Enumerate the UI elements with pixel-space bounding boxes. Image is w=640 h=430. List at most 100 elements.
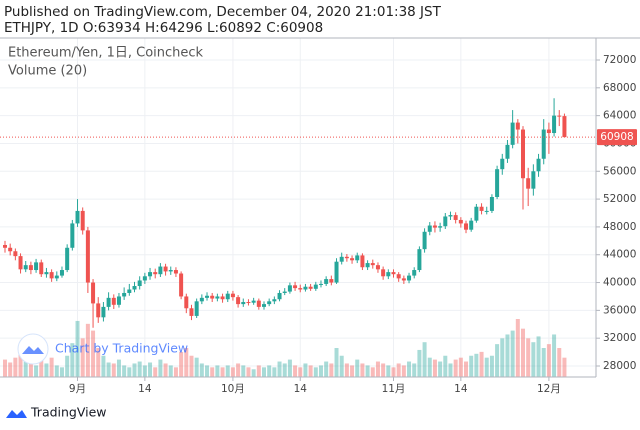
candle-body xyxy=(427,225,432,232)
volume-bar xyxy=(412,363,417,377)
candle-body xyxy=(443,216,448,227)
volume-bar xyxy=(49,357,54,377)
candle-body xyxy=(510,122,515,145)
candle-body xyxy=(557,115,562,117)
volume-bar xyxy=(350,365,355,377)
legend-title: Ethereum/Yen, 1日, Coincheck xyxy=(8,46,204,61)
volume-bar xyxy=(210,367,215,377)
volume-bar xyxy=(495,344,500,377)
volume-bar xyxy=(54,365,59,377)
volume-bar xyxy=(137,361,142,377)
volume-bar xyxy=(329,363,334,377)
candle-body xyxy=(59,270,64,276)
candle-body xyxy=(75,210,80,224)
volume-bar xyxy=(500,338,505,377)
volume-bar xyxy=(355,359,360,377)
volume-bar xyxy=(246,367,251,377)
candle-body xyxy=(246,302,251,304)
volume-bar xyxy=(324,361,329,377)
volume-bar xyxy=(194,357,199,377)
volume-bar xyxy=(44,363,49,377)
candle-body xyxy=(515,122,520,130)
volume-bar xyxy=(396,363,401,377)
volume-bar xyxy=(158,359,163,377)
candle-body xyxy=(350,258,355,261)
y-tick-label: 40000 xyxy=(603,277,636,289)
candle-body xyxy=(298,288,303,290)
candle-body xyxy=(116,296,121,305)
candle-body xyxy=(541,129,546,159)
candle-body xyxy=(546,129,551,134)
candle-body xyxy=(344,256,349,259)
candle-body xyxy=(91,282,96,304)
candle-body xyxy=(39,262,44,275)
published-line: Published on TradingView.com, December 0… xyxy=(4,4,442,20)
volume-bar xyxy=(552,334,557,377)
candle-body xyxy=(101,306,106,318)
volume-bar xyxy=(365,365,370,377)
candle-body xyxy=(526,178,531,189)
candle-body xyxy=(236,297,241,305)
volume-bar xyxy=(479,351,484,377)
candle-body xyxy=(381,269,386,277)
y-tick-label: 32000 xyxy=(603,332,636,344)
candle-body xyxy=(23,265,28,270)
volume-bar xyxy=(391,367,396,377)
volume-bar xyxy=(562,357,567,377)
volume-bar xyxy=(417,349,422,377)
candle-body xyxy=(407,275,412,281)
candle-body xyxy=(189,308,194,316)
candle-body xyxy=(308,286,313,289)
y-tick-label: 68000 xyxy=(603,82,636,94)
volume-bar xyxy=(142,365,147,377)
volume-bar xyxy=(101,355,106,377)
volume-bar xyxy=(241,365,246,377)
candle-body xyxy=(96,303,101,318)
volume-bar xyxy=(173,367,178,377)
candle-body xyxy=(500,158,505,170)
candle-body xyxy=(122,292,127,297)
candle-body xyxy=(432,225,437,228)
watermark-text: Chart by TradingView xyxy=(55,341,188,356)
volume-bar xyxy=(111,363,116,377)
candle-body xyxy=(562,116,567,138)
volume-bar xyxy=(401,365,406,377)
volume-bar xyxy=(116,359,121,377)
candle-body xyxy=(438,226,443,228)
volume-bar xyxy=(34,365,39,377)
candle-body xyxy=(225,293,230,300)
volume-bar xyxy=(262,367,266,377)
candle-body xyxy=(401,278,406,281)
candle-body xyxy=(168,270,173,272)
volume-bar xyxy=(375,361,380,377)
volume-bar xyxy=(75,320,80,377)
candle-body xyxy=(127,289,132,293)
plot-area xyxy=(0,38,596,377)
candle-body xyxy=(282,291,287,293)
last-price-box xyxy=(597,129,637,146)
candle-body xyxy=(179,273,184,297)
volume-bar xyxy=(308,365,313,377)
volume-bar xyxy=(163,363,168,377)
volume-bar xyxy=(344,363,349,377)
volume-bar xyxy=(526,338,531,377)
y-tick-label: 56000 xyxy=(603,165,636,177)
volume-bar xyxy=(422,342,427,377)
volume-bar xyxy=(505,334,510,377)
volume-bar xyxy=(127,367,132,377)
volume-bar xyxy=(510,330,515,377)
x-tick-label: 14 xyxy=(294,383,308,395)
x-tick-label: 14 xyxy=(138,383,152,395)
volume-bar xyxy=(184,348,189,377)
volume-bar xyxy=(23,361,28,377)
watermark-icon xyxy=(22,346,44,354)
candle-body xyxy=(396,274,401,279)
volume-bar xyxy=(215,365,220,377)
volume-bar xyxy=(13,357,18,377)
volume-bar xyxy=(236,363,241,377)
candle-body xyxy=(199,297,204,302)
volume-bar xyxy=(65,355,70,377)
x-tick-label: 12月 xyxy=(537,383,561,395)
candle-body xyxy=(552,115,557,134)
candle-body xyxy=(458,219,463,224)
